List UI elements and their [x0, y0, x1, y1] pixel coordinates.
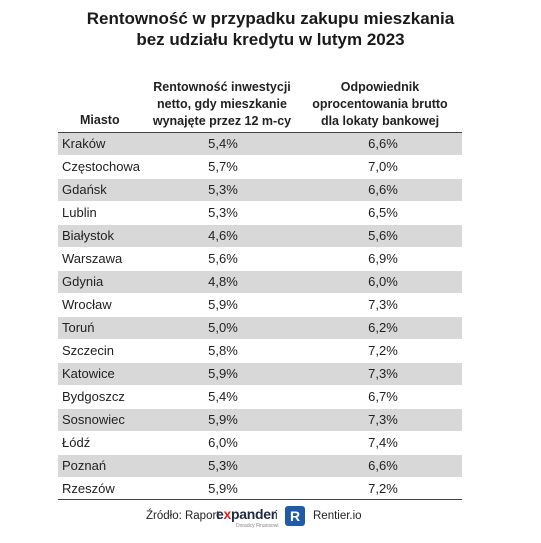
expander-logo-rest: pander: [231, 506, 276, 522]
cell-city: Białystok: [62, 228, 115, 243]
rentier-logo-text: Rentier.io: [313, 510, 362, 522]
table-row: Lublin 5,3% 6,5%: [58, 201, 462, 224]
cell-city: Toruń: [62, 320, 95, 335]
table-row: Łódź 6,0% 7,4%: [58, 431, 462, 454]
cell-net-yield: 5,9%: [208, 366, 238, 381]
table-row: Warszawa 5,6% 6,9%: [58, 247, 462, 270]
cell-net-yield: 5,3%: [208, 182, 238, 197]
cell-gross-equivalent: 7,3%: [368, 412, 398, 427]
cell-net-yield: 5,9%: [208, 297, 238, 312]
table-row: Bydgoszcz 5,4% 6,7%: [58, 385, 462, 408]
cell-net-yield: 5,4%: [208, 136, 238, 151]
gross-header-line-1: Odpowiednik: [340, 80, 420, 94]
table-row: Częstochowa 5,7% 7,0%: [58, 155, 462, 178]
cell-gross-equivalent: 7,0%: [368, 159, 398, 174]
expander-logo-x: x: [223, 506, 232, 522]
cell-gross-equivalent: 6,5%: [368, 205, 398, 220]
cell-city: Poznań: [62, 458, 107, 473]
column-header-gross-equivalent: Odpowiednik oprocentowania brutto dla lo…: [300, 79, 460, 130]
cell-gross-equivalent: 7,2%: [368, 343, 398, 358]
cell-city: Częstochowa: [62, 159, 141, 174]
cell-net-yield: 5,8%: [208, 343, 238, 358]
cell-net-yield: 5,4%: [208, 389, 238, 404]
expander-logo: expander: [216, 506, 276, 522]
cell-net-yield: 5,9%: [208, 412, 238, 427]
cell-city: Łódź: [62, 435, 91, 450]
cell-city: Warszawa: [62, 251, 123, 266]
data-table: Kraków 5,4% 6,6% Częstochowa 5,7% 7,0% Gdańsk 5…: [58, 132, 462, 500]
table-row: Rzeszów 5,9% 7,2%: [58, 477, 462, 500]
table-row: Szczecin 5,8% 7,2%: [58, 339, 462, 362]
cell-city: Gdańsk: [62, 182, 107, 197]
cell-net-yield: 5,0%: [208, 320, 238, 335]
rentier-r-icon: R: [285, 506, 305, 526]
table-row: Wrocław 5,9% 7,3%: [58, 293, 462, 316]
net-header-line-3: wynajęte przez 12 m-cy: [152, 114, 292, 128]
table-row: Toruń 5,0% 6,2%: [58, 316, 462, 339]
cell-net-yield: 6,0%: [208, 435, 238, 450]
source-label: Źródło: Raport: [146, 510, 220, 522]
cell-city: Sosnowiec: [62, 412, 125, 427]
cell-gross-equivalent: 6,6%: [368, 182, 398, 197]
column-header-net-yield: Rentowność inwestycji netto, gdy mieszka…: [137, 79, 307, 130]
title-line-2: bez udziału kredytu w lutym 2023: [136, 30, 405, 49]
cell-gross-equivalent: 7,3%: [368, 297, 398, 312]
expander-logo-e: e: [216, 506, 224, 522]
title-line-1: Rentowność w przypadku zakupu mieszkania: [86, 9, 455, 28]
cell-gross-equivalent: 6,6%: [368, 458, 398, 473]
net-header-line-1: Rentowność inwestycji: [153, 80, 291, 94]
table-row: Sosnowiec 5,9% 7,3%: [58, 408, 462, 431]
cell-gross-equivalent: 7,2%: [368, 481, 398, 496]
cell-city: Lublin: [62, 205, 97, 220]
source-and: i: [275, 510, 278, 522]
cell-net-yield: 5,9%: [208, 481, 238, 496]
cell-net-yield: 5,6%: [208, 251, 238, 266]
cell-gross-equivalent: 6,6%: [368, 136, 398, 151]
gross-header-line-2: oprocentowania brutto: [312, 97, 448, 111]
cell-gross-equivalent: 6,7%: [368, 389, 398, 404]
cell-net-yield: 5,3%: [208, 458, 238, 473]
cell-city: Katowice: [62, 366, 115, 381]
table-row: Gdańsk 5,3% 6,6%: [58, 178, 462, 201]
table-row: Kraków 5,4% 6,6%: [58, 132, 462, 155]
cell-gross-equivalent: 7,4%: [368, 435, 398, 450]
cell-city: Wrocław: [62, 297, 112, 312]
table-row: Katowice 5,9% 7,3%: [58, 362, 462, 385]
page-title: Rentowność w przypadku zakupu mieszkania…: [0, 8, 541, 50]
table-row: Poznań 5,3% 6,6%: [58, 454, 462, 477]
cell-net-yield: 5,7%: [208, 159, 238, 174]
cell-gross-equivalent: 5,6%: [368, 228, 398, 243]
cell-net-yield: 4,6%: [208, 228, 238, 243]
cell-net-yield: 5,3%: [208, 205, 238, 220]
cell-net-yield: 4,8%: [208, 274, 238, 289]
cell-city: Szczecin: [62, 343, 115, 358]
source-footer: Źródło: Raport expander Doradcy Finansow…: [0, 504, 541, 530]
cell-gross-equivalent: 6,0%: [368, 274, 398, 289]
cell-gross-equivalent: 7,3%: [368, 366, 398, 381]
net-header-line-2: netto, gdy mieszkanie: [157, 97, 287, 111]
cell-city: Bydgoszcz: [62, 389, 125, 404]
column-header-city: Miasto: [80, 113, 120, 127]
expander-logo-subtitle: Doradcy Finansowi: [236, 523, 279, 529]
cell-city: Rzeszów: [62, 481, 115, 496]
cell-city: Gdynia: [62, 274, 104, 289]
cell-city: Kraków: [62, 136, 106, 151]
cell-gross-equivalent: 6,2%: [368, 320, 398, 335]
table-row: Białystok 4,6% 5,6%: [58, 224, 462, 247]
table-row: Gdynia 4,8% 6,0%: [58, 270, 462, 293]
cell-gross-equivalent: 6,9%: [368, 251, 398, 266]
gross-header-line-3: dla lokaty bankowej: [320, 114, 440, 128]
